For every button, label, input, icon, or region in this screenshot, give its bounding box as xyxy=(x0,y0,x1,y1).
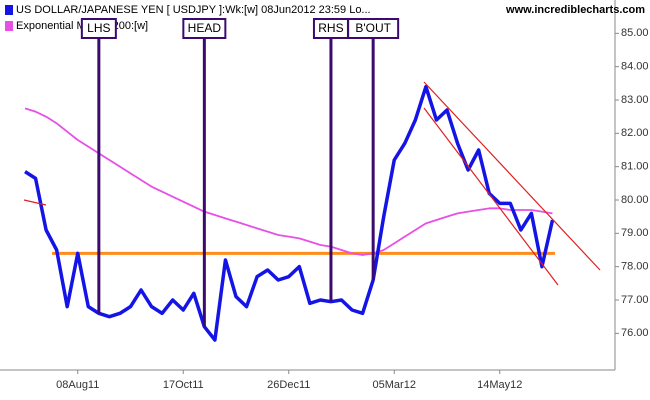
y-tick-label: 77.00 xyxy=(621,294,649,306)
y-tick-label: 80.00 xyxy=(621,194,649,206)
y-tick-label: 76.00 xyxy=(621,327,649,339)
legend-swatch xyxy=(5,5,13,15)
annotations: LHS HEAD RHS B'OUT xyxy=(80,18,400,327)
legend-label: US DOLLAR/JAPANESE YEN [ USDJPY ]:Wk:[w]… xyxy=(16,4,371,16)
annotation-box xyxy=(80,18,117,39)
y-tick-label: 82.00 xyxy=(621,127,649,139)
series-line xyxy=(24,107,553,256)
y-tick-label: 85.00 xyxy=(621,27,649,39)
annotation-label: RHS xyxy=(318,21,343,35)
x-tick-label: 26Dec11 xyxy=(267,379,310,391)
trend-line xyxy=(423,81,601,271)
legend-swatch xyxy=(5,21,13,31)
y-tick-label: 83.00 xyxy=(621,94,649,106)
trend-line xyxy=(423,107,559,286)
watermark: www.incrediblecharts.com xyxy=(505,4,645,16)
trend-line xyxy=(23,199,47,206)
y-tick-label: 78.00 xyxy=(621,261,649,273)
annotation-label: HEAD xyxy=(188,21,222,35)
x-tick-label: 14May12 xyxy=(477,379,522,391)
annotation-label: LHS xyxy=(87,21,110,35)
annotation-label: B'OUT xyxy=(355,21,391,35)
annotation-box xyxy=(182,18,227,39)
y-tick-label: 81.00 xyxy=(621,161,649,173)
y-tick-label: 79.00 xyxy=(621,227,649,239)
x-tick-label: 05Mar12 xyxy=(373,379,416,391)
x-tick-label: 17Oct11 xyxy=(163,379,204,391)
x-tick-label: 08Aug11 xyxy=(56,379,99,391)
annotation-box xyxy=(347,18,400,39)
y-tick-label: 84.00 xyxy=(621,61,649,73)
